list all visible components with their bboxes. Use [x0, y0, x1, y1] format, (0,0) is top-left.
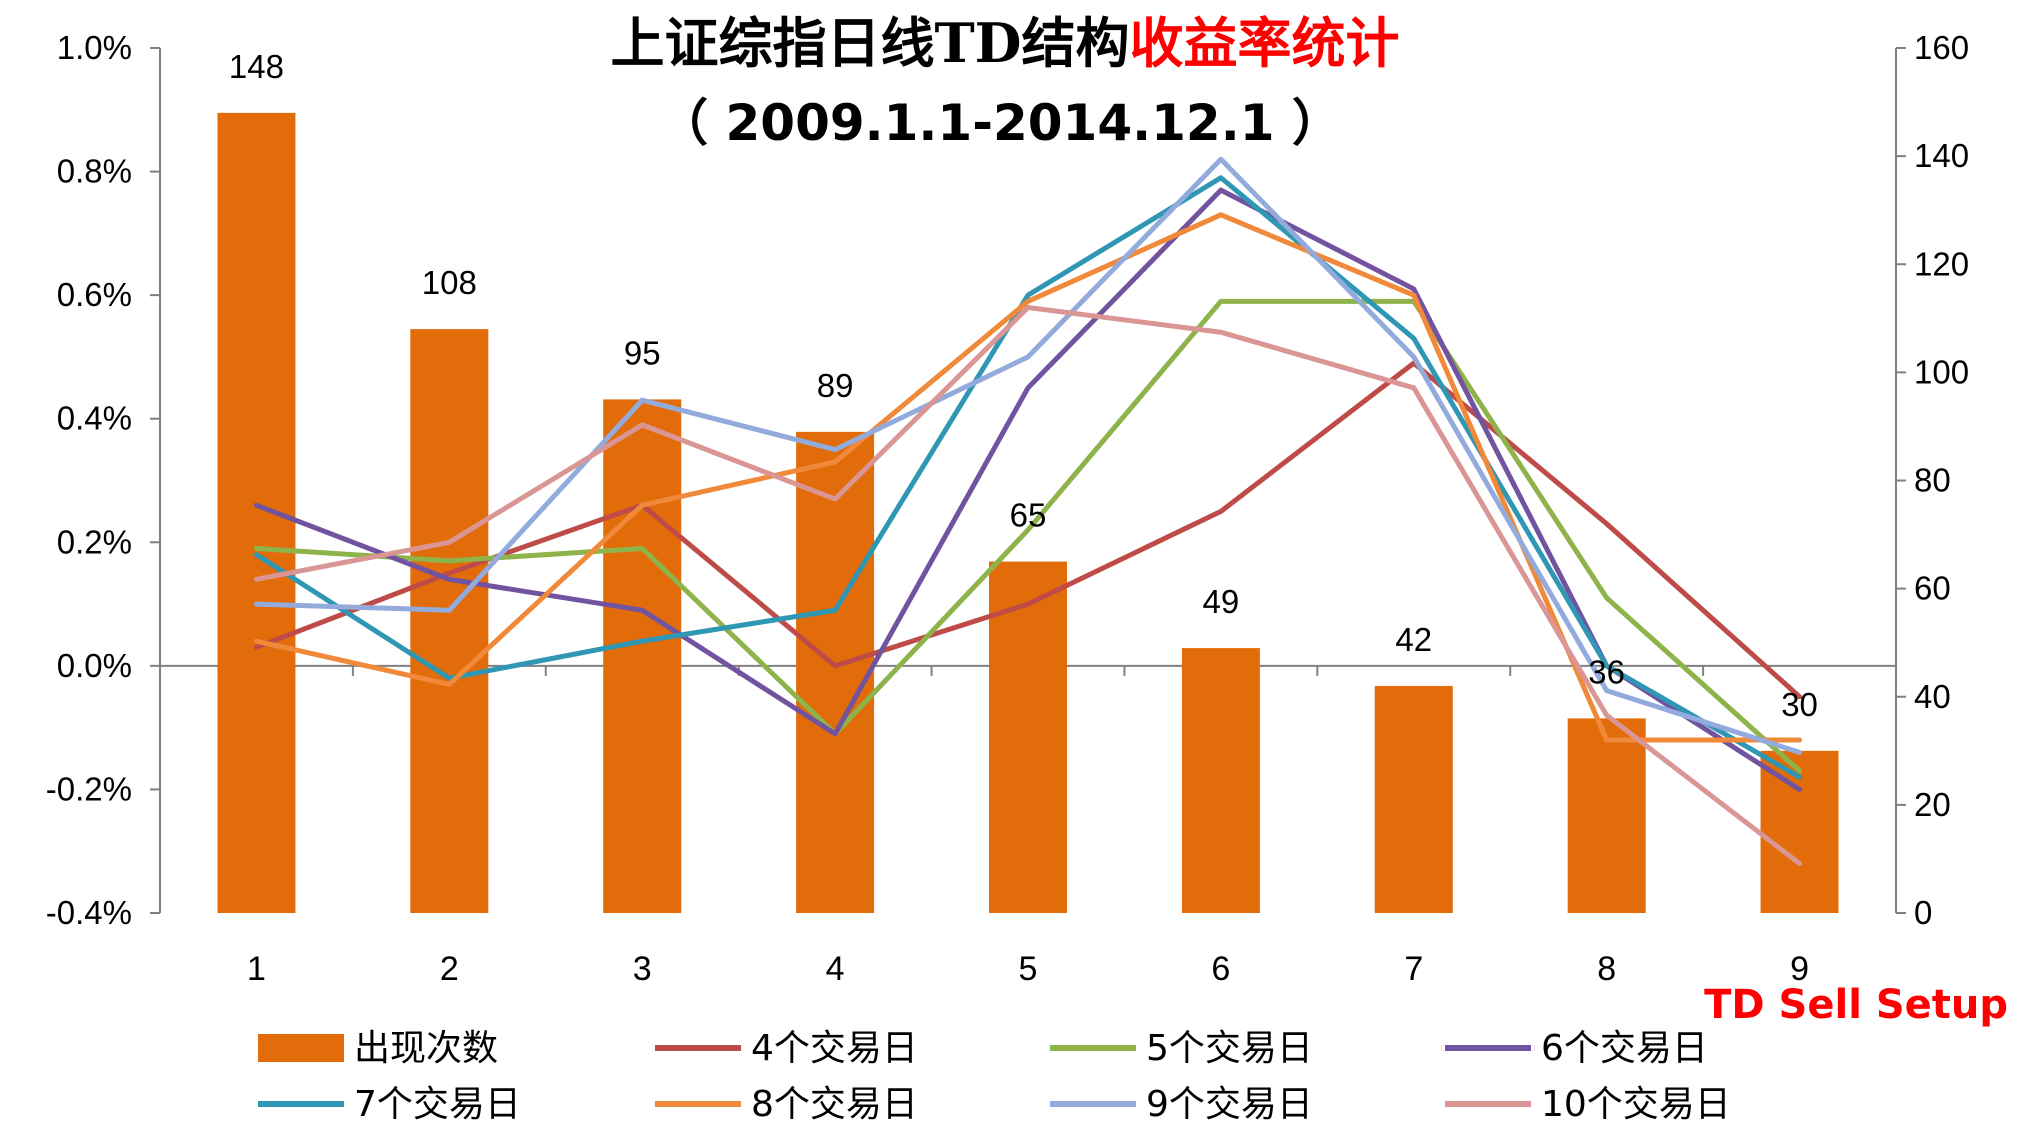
x-tick-label: 5 — [1019, 950, 1038, 988]
y-right-tick-label: 140 — [1914, 137, 1969, 174]
series-line — [253, 175, 1803, 780]
y-left-tick-label: -0.2% — [46, 770, 132, 807]
x-tick-label: 3 — [633, 950, 652, 988]
legend-label: 9个交易日 — [1146, 1084, 1313, 1125]
bar-data-label: 95 — [624, 334, 661, 371]
series-line — [253, 212, 1803, 743]
chart-title-red: 收益率统计 — [1130, 11, 1400, 75]
chart-title: 上证综指日线TD结构收益率统计 — [610, 11, 1399, 75]
legend-label: 8个交易日 — [751, 1084, 918, 1125]
y-right-tick-label: 80 — [1914, 462, 1951, 499]
bar — [1374, 685, 1453, 913]
x-tick-label: 6 — [1211, 950, 1230, 988]
legend-label: 5个交易日 — [1146, 1028, 1313, 1069]
y-right-tick-label: 40 — [1914, 678, 1951, 715]
y-left-tick-label: 0.4% — [57, 400, 132, 437]
y-right-tick-label: 100 — [1914, 353, 1969, 390]
x-tick-label: 2 — [440, 950, 459, 988]
bar-data-label: 89 — [817, 367, 854, 404]
chart-subtitle: （ 2009.1.1-2014.12.1 ） — [658, 94, 1342, 152]
y-left-tick-label: 0.0% — [57, 647, 132, 684]
y-right-tick-label: 120 — [1914, 245, 1969, 282]
bar — [217, 112, 296, 913]
axes: -0.4% -0.2% 0.0% 0.2% 0.4% 0.6% 0.8% 1.0% 0 20 40 6… — [46, 29, 1969, 988]
series-line — [253, 298, 1803, 774]
chart-title-black: 上证综指日线TD结构 — [610, 11, 1129, 75]
bar-data-label: 36 — [1588, 653, 1625, 690]
bar — [989, 561, 1067, 913]
bar-data-label: 148 — [229, 48, 284, 85]
bar-data-label: 42 — [1395, 621, 1432, 658]
bar-data-label: 108 — [422, 264, 477, 301]
y-left-tick-label: 0.2% — [57, 523, 132, 560]
x-tick-label: 4 — [826, 950, 845, 988]
y-right-tick-label: 20 — [1914, 786, 1951, 823]
x-axis-label: TD Sell Setup — [1704, 982, 2008, 1028]
y-left-tick-label: 1.0% — [57, 29, 132, 66]
legend-swatch-bar — [258, 1034, 344, 1062]
legend-label: 6个交易日 — [1541, 1028, 1708, 1069]
series-line — [253, 360, 1803, 700]
bar — [1567, 718, 1646, 913]
bar — [796, 431, 875, 913]
y-right-tick-label: 0 — [1914, 894, 1932, 931]
x-tick-label: 7 — [1404, 950, 1423, 988]
series-line — [253, 156, 1803, 755]
series-line — [253, 305, 1803, 867]
legend-label: 7个交易日 — [354, 1084, 521, 1125]
legend-label: 10个交易日 — [1541, 1084, 1731, 1125]
bar-data-label: 30 — [1781, 686, 1818, 723]
bar-data-label: 65 — [1010, 497, 1047, 534]
y-right-tick-label: 60 — [1914, 570, 1951, 607]
x-tick-label: 8 — [1597, 950, 1616, 988]
x-tick-label: 9 — [1790, 950, 1809, 988]
y-left-tick-label: -0.4% — [46, 894, 132, 931]
legend-label: 出现次数 — [354, 1028, 498, 1069]
bar — [603, 399, 682, 913]
y-left-tick-label: 0.6% — [57, 276, 132, 313]
bar-series — [217, 112, 1839, 913]
bar — [410, 329, 489, 913]
legend-label: 4个交易日 — [751, 1028, 918, 1069]
legend: 出现次数 4个交易日 5个交易日 6个交易日 7个交易日 8个交易日 9个交易日 10个交易日 — [258, 1028, 1731, 1125]
y-left-tick-label: 0.8% — [57, 153, 132, 190]
x-tick-label: 1 — [247, 950, 266, 988]
line-series — [253, 156, 1803, 867]
data-labels: 148 108 95 89 65 49 42 36 30 — [229, 48, 1818, 723]
bar — [1181, 648, 1260, 913]
bar-data-label: 49 — [1203, 583, 1240, 620]
y-right-tick-label: 160 — [1914, 29, 1969, 66]
series-line — [253, 187, 1803, 792]
